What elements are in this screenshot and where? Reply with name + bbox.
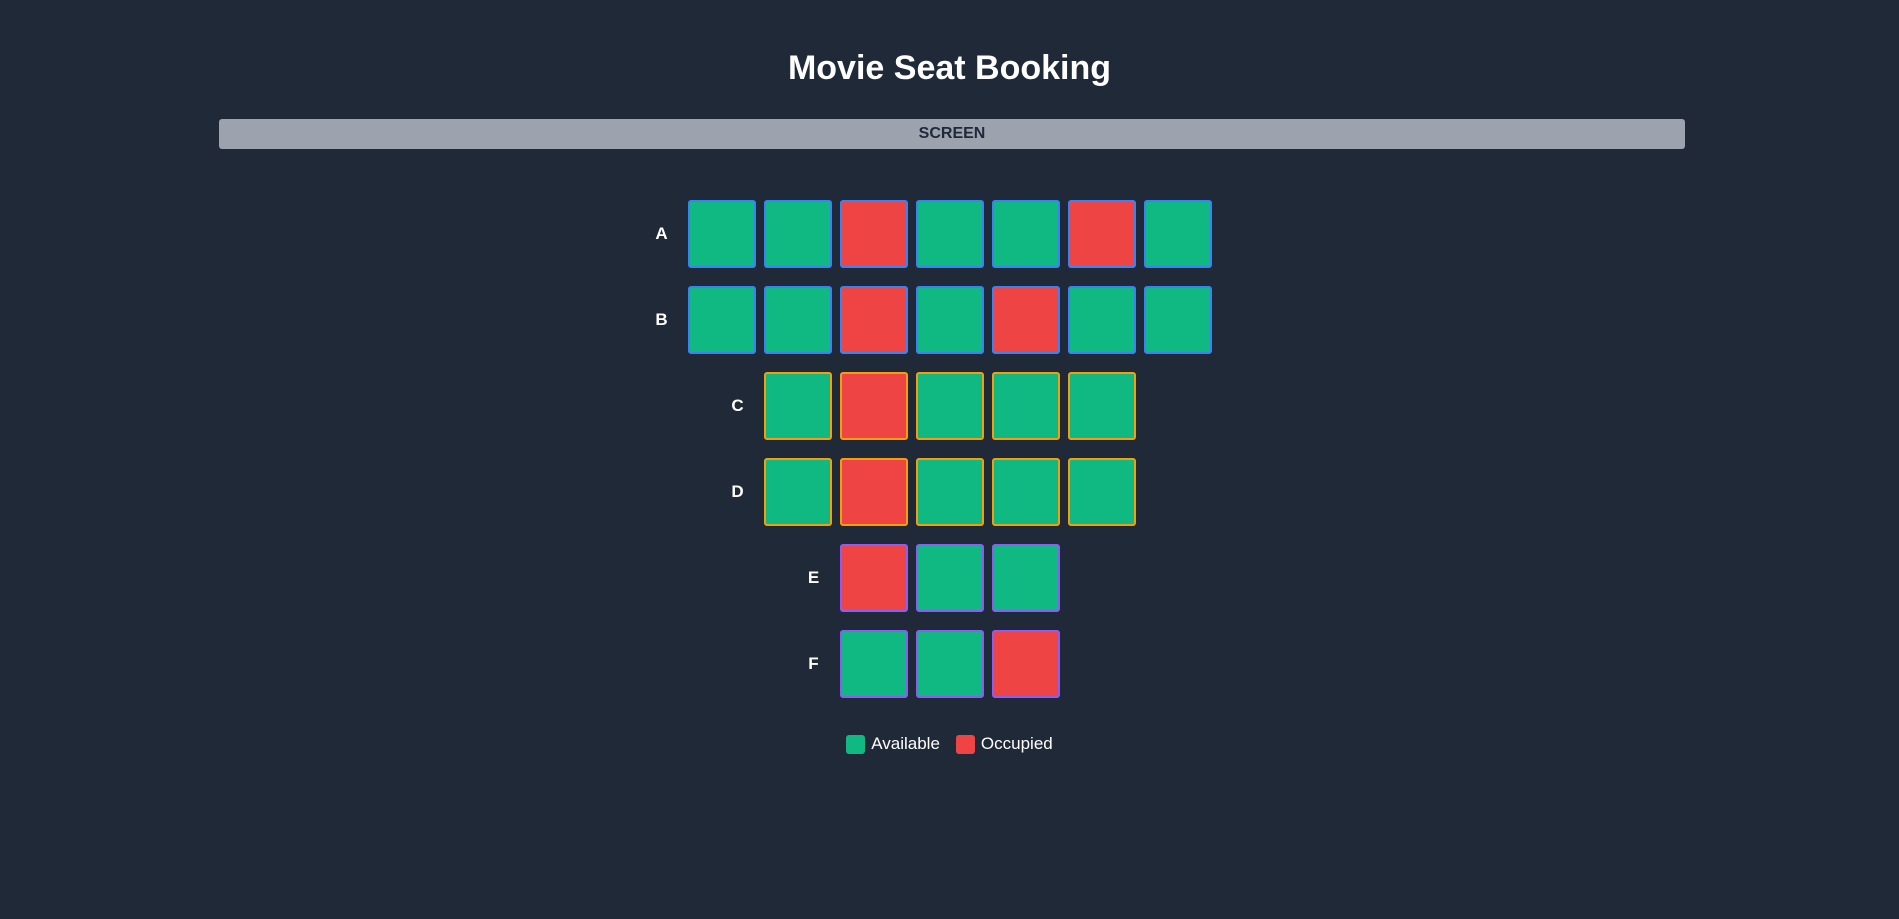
seat-b2[interactable] <box>763 286 832 354</box>
seat-row-e: E <box>0 544 1899 612</box>
seat-group <box>763 372 1136 440</box>
row-label: F <box>808 654 819 673</box>
seat-row-c: C <box>0 372 1899 440</box>
seat-a1[interactable] <box>687 200 756 268</box>
seat-group <box>687 286 1212 354</box>
row-label: B <box>655 310 668 329</box>
seat-d5[interactable] <box>1067 458 1136 526</box>
row-label: A <box>655 224 668 243</box>
seat-b7[interactable] <box>1143 286 1212 354</box>
seat-a7[interactable] <box>1143 200 1212 268</box>
seat-f2[interactable] <box>915 630 984 698</box>
seat-a2[interactable] <box>763 200 832 268</box>
legend-item-occupied: Occupied <box>955 734 1053 754</box>
seat-e3[interactable] <box>991 544 1060 612</box>
seat-d3[interactable] <box>915 458 984 526</box>
seat-row-f: F <box>0 630 1899 698</box>
seat-d4[interactable] <box>991 458 1060 526</box>
seat-b3 <box>839 286 908 354</box>
seat-b4[interactable] <box>915 286 984 354</box>
seat-b5 <box>991 286 1060 354</box>
seat-group <box>763 458 1136 526</box>
seat-row-d: D <box>0 458 1899 526</box>
seat-map: A B C D E F <box>0 200 1899 716</box>
legend-label-occupied: Occupied <box>980 734 1053 753</box>
seat-e1 <box>839 544 908 612</box>
seat-c2 <box>839 372 908 440</box>
page-title: Movie Seat Booking <box>787 49 1112 87</box>
seat-f3 <box>991 630 1060 698</box>
seat-a4[interactable] <box>915 200 984 268</box>
legend: Available Occupied <box>0 734 1899 754</box>
seat-a5[interactable] <box>991 200 1060 268</box>
seat-c4[interactable] <box>991 372 1060 440</box>
seat-group <box>687 200 1212 268</box>
seat-c5[interactable] <box>1067 372 1136 440</box>
movie-screen: SCREEN <box>219 119 1685 149</box>
seat-row-b: B <box>0 286 1899 354</box>
seat-d1[interactable] <box>763 458 832 526</box>
occupied-swatch <box>955 734 975 754</box>
seat-group <box>839 544 1060 612</box>
seat-a3 <box>839 200 908 268</box>
legend-label-available: Available <box>871 734 940 753</box>
seat-e2[interactable] <box>915 544 984 612</box>
seat-b1[interactable] <box>687 286 756 354</box>
seat-c1[interactable] <box>763 372 832 440</box>
available-swatch <box>846 734 866 754</box>
seat-group <box>839 630 1060 698</box>
seat-f1[interactable] <box>839 630 908 698</box>
row-label: E <box>807 568 820 587</box>
seat-row-a: A <box>0 200 1899 268</box>
legend-item-available: Available <box>846 734 940 754</box>
seat-a6 <box>1067 200 1136 268</box>
seat-b6[interactable] <box>1067 286 1136 354</box>
seat-d2 <box>839 458 908 526</box>
row-label: C <box>731 396 744 415</box>
seat-c3[interactable] <box>915 372 984 440</box>
row-label: D <box>731 482 744 501</box>
